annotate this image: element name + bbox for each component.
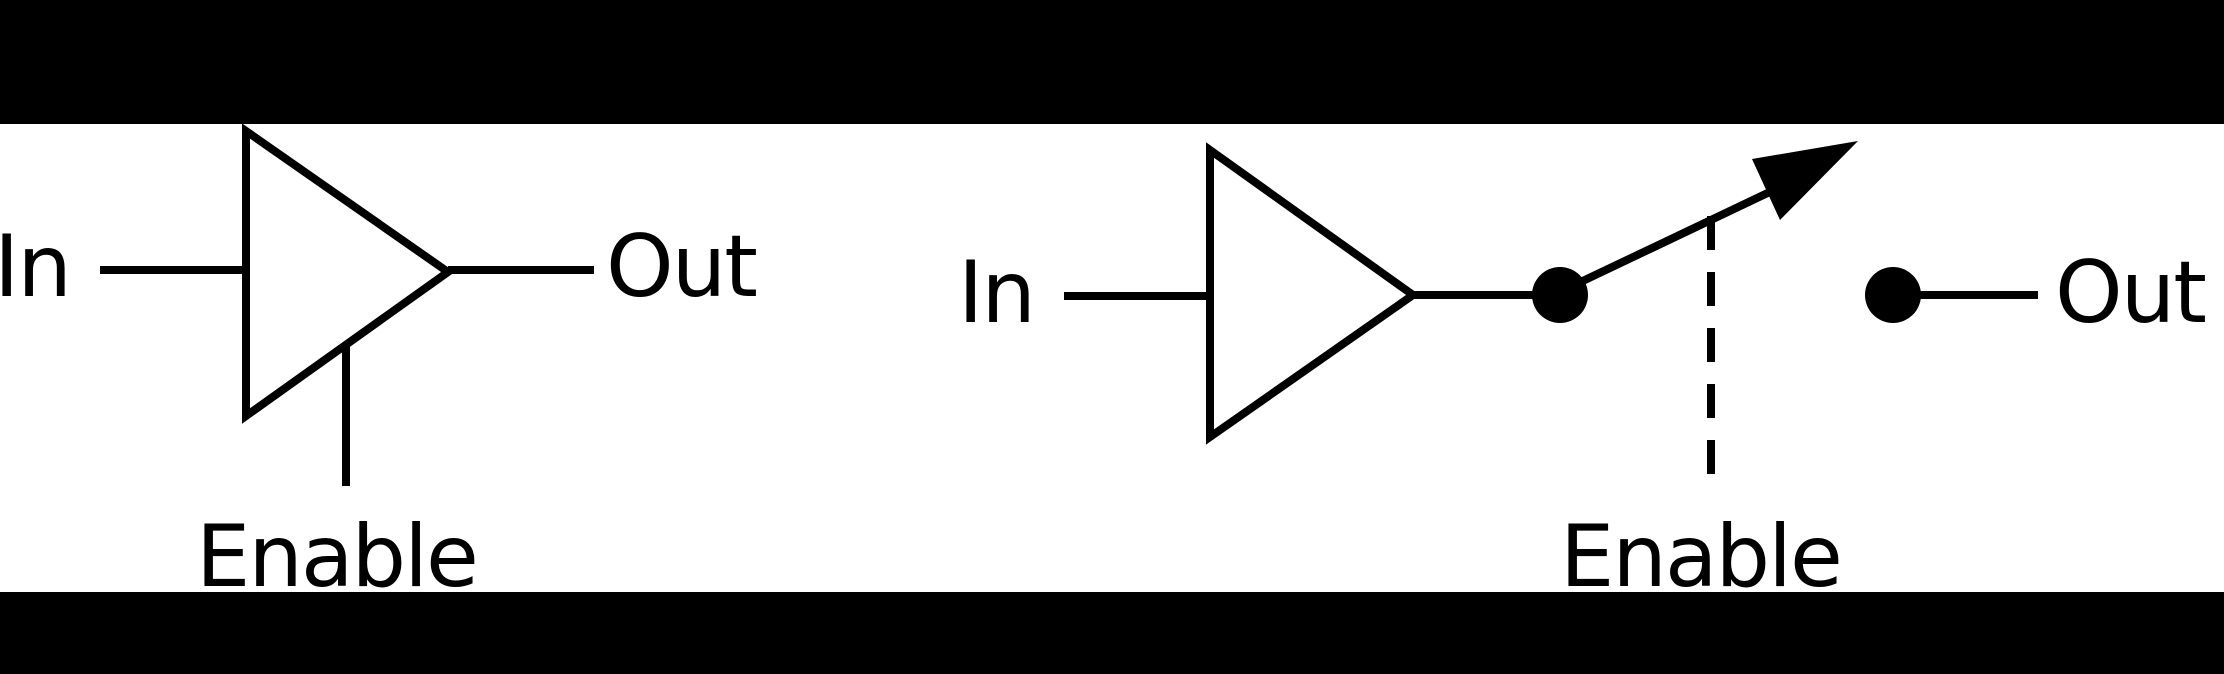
output-label: Out	[606, 217, 756, 317]
buffer-switch-equivalent: In Out Enable	[958, 141, 2207, 607]
buffer-triangle	[1206, 142, 1420, 445]
enable-label: Enable	[196, 507, 477, 607]
switch-contact-left	[1532, 267, 1588, 323]
diagram-panel	[0, 124, 2224, 592]
output-label: Out	[2055, 243, 2205, 343]
bottom-band-overlay	[0, 592, 2224, 674]
switch-arrowhead	[1752, 141, 1858, 220]
input-label: In	[958, 243, 1034, 343]
top-band	[0, 0, 2224, 124]
enable-label: Enable	[1560, 507, 1841, 607]
input-label: In	[0, 217, 70, 317]
switch-arm	[1566, 176, 1797, 292]
tristate-buffer-symbol: In Out Enable	[0, 123, 758, 607]
